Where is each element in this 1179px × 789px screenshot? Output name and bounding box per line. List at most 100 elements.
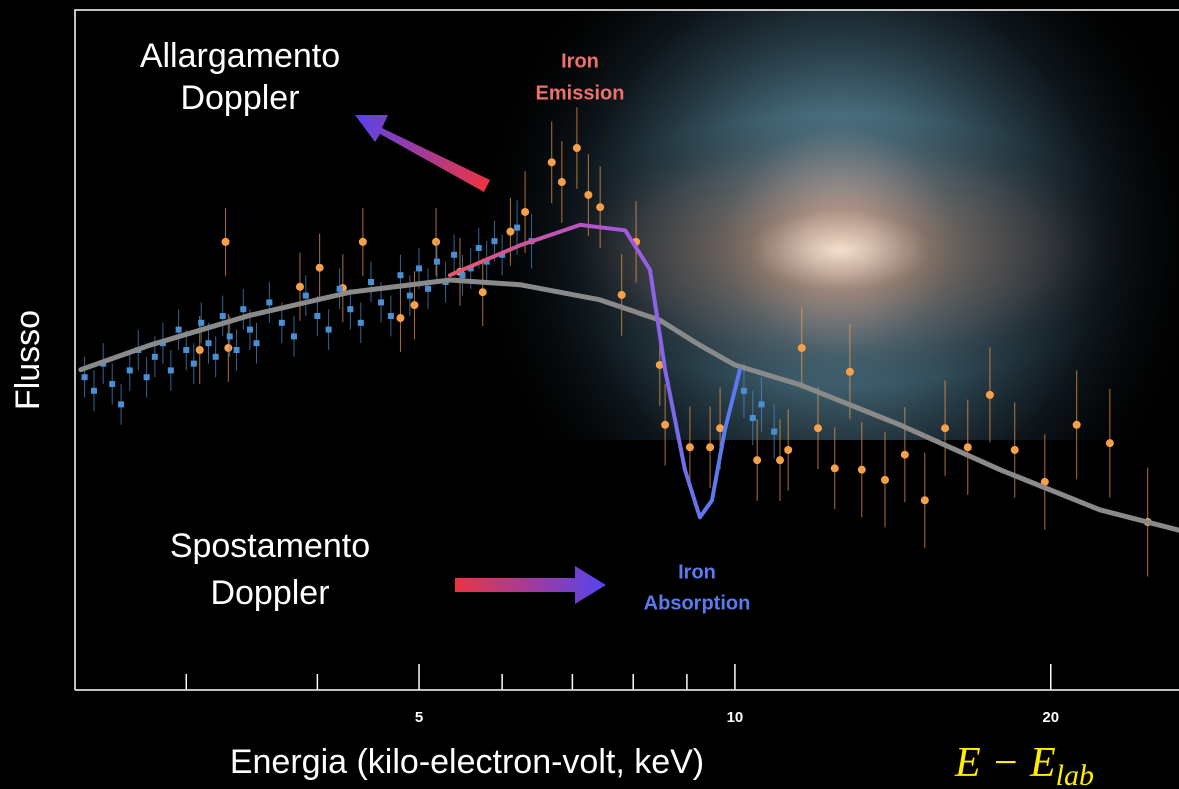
data-point: [190, 360, 197, 367]
data-point: [547, 158, 556, 167]
iron-line-model: [447, 222, 742, 520]
data-point: [118, 401, 125, 408]
data-point: [295, 282, 304, 291]
data-point: [596, 203, 605, 212]
plot-frame: [74, 9, 1179, 690]
x-axis-label: Energia (kilo-electron-volt, keV): [230, 743, 704, 781]
formula-main: E − E: [954, 740, 1056, 786]
data-point: [253, 340, 260, 347]
data-point: [290, 333, 297, 340]
data-point: [451, 251, 458, 258]
data-point: [813, 424, 822, 433]
absorption-label: Iron: [678, 561, 716, 583]
data-point: [661, 420, 670, 429]
data-point: [81, 374, 88, 381]
continuum-model: [78, 277, 1179, 533]
data-point: [771, 428, 778, 435]
formula-subscript: lab: [1056, 759, 1094, 789]
data-point: [784, 445, 793, 454]
data-point: [432, 237, 441, 246]
data-point: [90, 387, 97, 394]
data-point: [198, 319, 205, 326]
data-point: [224, 343, 233, 352]
data-point: [314, 313, 321, 319]
data-point: [985, 390, 994, 399]
data-point: [396, 314, 405, 323]
data-point: [1105, 439, 1114, 448]
data-point: [183, 347, 190, 353]
data-point: [387, 313, 394, 319]
data-point: [617, 290, 626, 299]
broadening-label: Doppler: [180, 79, 299, 117]
data-point: [425, 285, 432, 292]
data-point: [706, 443, 715, 452]
data-point: [900, 450, 909, 459]
data-point: [368, 279, 375, 285]
data-point: [433, 258, 440, 265]
data-point: [278, 319, 285, 326]
y-axis-label: Flusso: [9, 310, 47, 410]
data-point: [584, 190, 593, 199]
data-point: [572, 144, 581, 153]
data-point: [797, 343, 806, 352]
emission-label: Iron: [561, 50, 599, 72]
data-point: [325, 326, 332, 333]
data-point: [758, 401, 765, 408]
data-point: [167, 367, 174, 374]
data-point: [410, 301, 419, 310]
data-point: [459, 272, 466, 279]
data-point: [226, 333, 233, 340]
data-point: [557, 178, 566, 187]
data-point: [1010, 445, 1019, 454]
data-point: [175, 326, 182, 333]
data-point: [1072, 420, 1081, 429]
data-point: [716, 424, 725, 433]
x-tick-label: 5: [415, 709, 423, 726]
data-point: [753, 456, 762, 465]
data-point: [685, 443, 694, 452]
data-point: [195, 346, 204, 354]
data-point: [506, 227, 515, 236]
data-point: [205, 340, 212, 347]
data-point: [246, 326, 253, 333]
data-point: [233, 347, 240, 353]
data-point: [514, 224, 521, 231]
data-point: [475, 245, 482, 251]
data-point: [880, 475, 889, 484]
data-point: [857, 465, 866, 474]
data-point: [266, 299, 273, 306]
shift-arrow: [455, 566, 606, 604]
x-tick-label: 20: [1042, 709, 1059, 726]
data-point: [151, 353, 158, 360]
emission-label: Emission: [536, 82, 625, 104]
data-point: [655, 360, 664, 369]
broadening-label: Allargamento: [140, 37, 340, 75]
data-point: [830, 464, 839, 473]
broadening-arrow: [355, 115, 490, 192]
data-point: [406, 292, 413, 299]
data-point: [221, 237, 230, 246]
shift-label: Doppler: [210, 574, 329, 612]
data-point: [126, 367, 133, 374]
data-point: [315, 263, 324, 272]
data-point: [845, 367, 854, 376]
data-point: [963, 443, 972, 452]
data-point: [143, 374, 150, 381]
data-point: [378, 299, 385, 306]
data-point: [941, 424, 950, 433]
galaxy-image: [460, 10, 1179, 440]
data-point: [397, 272, 404, 279]
data-point: [491, 238, 498, 245]
data-point: [302, 292, 309, 299]
data-point: [347, 306, 354, 313]
absorption-label: Absorption: [644, 592, 751, 614]
x-tick-label: 10: [727, 709, 744, 726]
galaxy-disc: [460, 10, 1179, 440]
shift-label: Spostamento: [170, 527, 370, 565]
data-point: [775, 456, 784, 465]
data-point: [740, 387, 747, 394]
data-point: [212, 353, 219, 360]
data-point: [749, 415, 756, 421]
data-point: [240, 306, 247, 313]
